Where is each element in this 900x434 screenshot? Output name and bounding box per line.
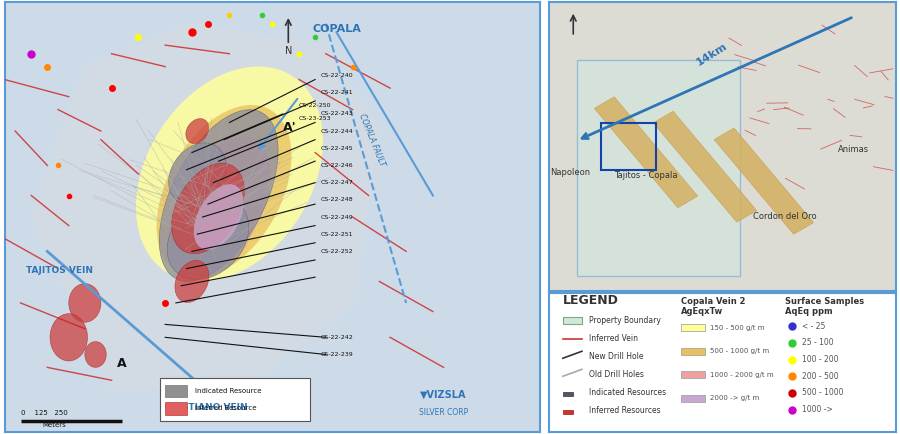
Bar [680,348,705,355]
Bar [680,324,705,331]
Ellipse shape [194,184,244,250]
Text: CS-22-240: CS-22-240 [320,73,353,78]
Text: 0    125   250: 0 125 250 [21,410,68,416]
Bar [562,410,573,414]
Bar [680,372,705,378]
Text: 2000 -> g/t m: 2000 -> g/t m [710,395,760,401]
Ellipse shape [168,143,226,205]
Bar [680,395,705,402]
Text: New Drill Hole: New Drill Hole [589,352,644,361]
Ellipse shape [185,118,209,144]
Text: CS-22-243: CS-22-243 [320,112,353,116]
Text: < - 25: < - 25 [802,322,825,331]
Bar [601,123,656,170]
Text: Animas: Animas [839,145,869,154]
Text: 500 - 1000 g/t m: 500 - 1000 g/t m [710,348,770,354]
Text: Meters: Meters [42,422,66,427]
Text: A: A [117,357,127,370]
Text: CS-22-249: CS-22-249 [320,214,353,220]
Text: Cordon del Oro: Cordon del Oro [752,212,816,220]
Text: A': A' [283,121,297,134]
Text: CS-22-251: CS-22-251 [320,232,353,237]
Text: Property Boundary: Property Boundary [589,316,661,325]
Ellipse shape [50,314,87,361]
Text: LEGEND: LEGEND [562,294,618,307]
Ellipse shape [85,342,106,367]
Text: Indicated Resource: Indicated Resource [194,388,261,394]
Text: CS-22-248: CS-22-248 [320,197,353,202]
Ellipse shape [159,110,278,281]
Ellipse shape [136,66,323,282]
Text: CS-22-250: CS-22-250 [299,103,331,108]
Text: 200 - 500: 200 - 500 [802,372,839,381]
Text: AgEqxTw: AgEqxTw [680,307,723,316]
Bar [166,402,186,414]
Bar [166,385,186,398]
Text: 14km: 14km [695,41,729,68]
Ellipse shape [175,260,209,302]
Ellipse shape [167,197,248,279]
Text: CS-22-245: CS-22-245 [320,146,353,151]
Bar [562,317,582,324]
Polygon shape [653,111,757,222]
Polygon shape [32,23,380,389]
Text: TAJITOS VEIN: TAJITOS VEIN [26,266,93,275]
Text: COPALA FAULT: COPALA FAULT [356,112,386,168]
Polygon shape [577,60,740,276]
Text: Old Drill Holes: Old Drill Holes [589,370,644,379]
Text: AqEq ppm: AqEq ppm [785,307,832,316]
Text: SILVER CORP: SILVER CORP [419,408,468,417]
Ellipse shape [167,137,270,280]
Text: Napoleon: Napoleon [550,168,590,178]
Text: CS-22-247: CS-22-247 [320,180,353,185]
Text: CS-22-242: CS-22-242 [320,335,353,340]
Text: 1000 - 2000 g/t m: 1000 - 2000 g/t m [710,372,774,378]
Text: 1000 ->: 1000 -> [802,405,832,414]
Bar [562,391,573,396]
Text: Tajitos - Copala: Tajitos - Copala [615,171,678,180]
Text: CS-22-246: CS-22-246 [320,163,353,168]
Text: 100 - 200: 100 - 200 [802,355,839,364]
Text: Inferred Resource: Inferred Resource [194,405,256,411]
Text: COPALA: COPALA [312,24,361,34]
Text: CS-22-239: CS-22-239 [320,352,353,357]
Text: CS-22-252: CS-22-252 [320,249,353,254]
Text: 25 - 100: 25 - 100 [802,339,833,348]
Ellipse shape [157,105,292,277]
Text: Surface Samples: Surface Samples [785,297,864,306]
Ellipse shape [68,283,101,322]
Text: Inferred Resources: Inferred Resources [589,406,661,415]
Text: N: N [284,46,292,56]
Text: ▼VIZSLA: ▼VIZSLA [420,389,467,399]
Ellipse shape [172,163,244,254]
Text: Copala Vein 2: Copala Vein 2 [680,297,745,306]
Polygon shape [714,128,814,234]
Text: Indicated Resources: Indicated Resources [589,388,666,397]
Text: CS-23-253: CS-23-253 [299,116,332,121]
Text: 150 - 500 g/t m: 150 - 500 g/t m [710,325,765,331]
Text: 500 - 1000: 500 - 1000 [802,388,843,398]
Bar [160,378,310,421]
Text: Inferred Vein: Inferred Vein [589,334,638,342]
Polygon shape [594,97,698,208]
Text: CS-22-241: CS-22-241 [320,90,353,95]
Text: CS-22-244: CS-22-244 [320,128,353,134]
Text: CRISTIANO VEIN: CRISTIANO VEIN [166,403,248,412]
